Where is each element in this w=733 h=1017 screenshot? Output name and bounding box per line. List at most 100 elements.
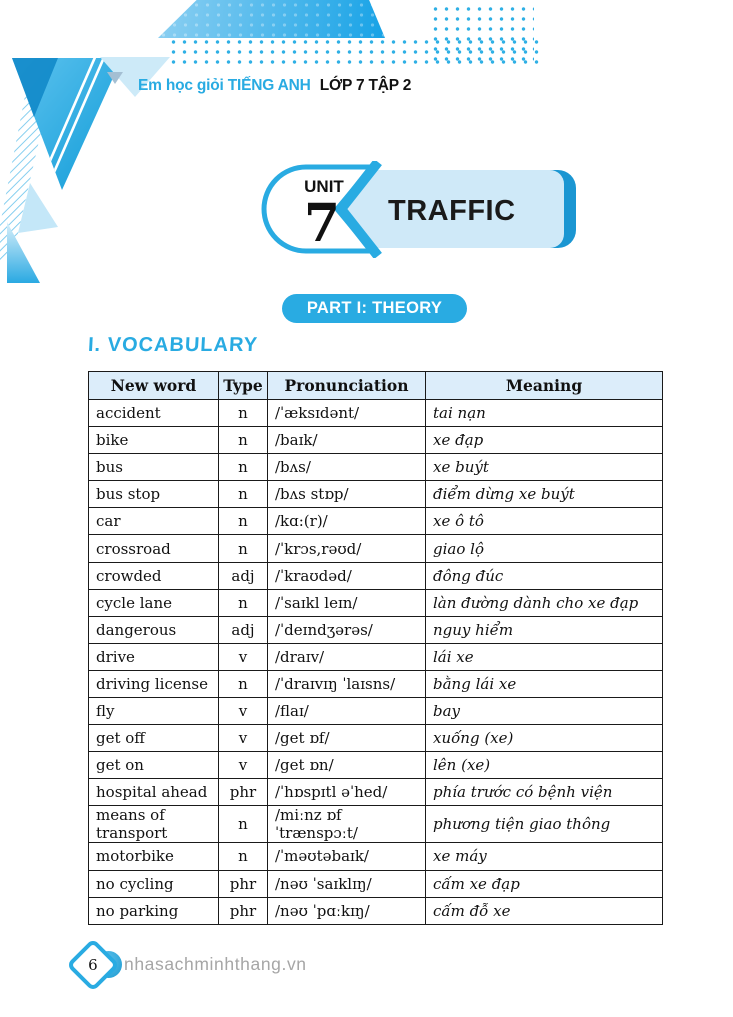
- pronunciation-cell: /ˈhɒspɪtl əˈhed/: [267, 778, 426, 807]
- unit-chevron-icon: [334, 161, 382, 258]
- table-row: accident n/ˈæksɪdənt/tai nạn: [88, 398, 663, 428]
- brand-series: Em học giỏi: [138, 77, 224, 94]
- meaning-cell: cấm xe đạp: [425, 869, 663, 898]
- footer-website: nhasachminhthang.vn: [124, 954, 307, 974]
- new-word-cell: means of transport: [88, 805, 219, 844]
- unit-label: UNIT: [304, 177, 344, 196]
- meaning-cell: xe ô tô: [425, 507, 663, 536]
- meaning-cell: xe buýt: [425, 453, 663, 482]
- type-cell: phr: [218, 869, 268, 898]
- pronunciation-cell: /kɑ:(r)/: [267, 507, 426, 536]
- table-row: bike n/baɪk/xe đạp: [88, 426, 663, 455]
- dot-pattern-band: [168, 37, 540, 64]
- left-triangles-decoration: [0, 57, 170, 283]
- type-cell: n: [218, 453, 268, 482]
- meaning-cell: nguy hiểm: [425, 615, 663, 644]
- new-word-cell: crossroad: [88, 534, 219, 563]
- type-cell: v: [218, 697, 268, 726]
- page-number: 6: [88, 955, 98, 974]
- new-word-cell: hospital ahead: [88, 778, 219, 807]
- pronunciation-cell: /nəʊ ˈpɑːkɪŋ/: [267, 896, 426, 925]
- column-header-pronunciation: Pronunciation: [267, 371, 426, 400]
- table-row: no parking phr/nəʊ ˈpɑːkɪŋ/cấm đỗ xe: [88, 896, 663, 925]
- pronunciation-cell: /ˈsaɪkl leɪn/: [267, 588, 426, 617]
- brand-grade: LỚP 7 TẬP 2: [319, 77, 412, 94]
- new-word-cell: accident: [88, 398, 219, 428]
- meaning-cell: bằng lái xe: [425, 669, 663, 699]
- type-cell: n: [218, 588, 268, 617]
- new-word-cell: driving license: [88, 669, 219, 699]
- meaning-cell: phía trước có bệnh viện: [425, 778, 663, 807]
- meaning-cell: làn đường dành cho xe đạp: [425, 588, 663, 617]
- type-cell: n: [218, 805, 268, 844]
- unit-title: TRAFFIC: [388, 195, 516, 227]
- pronunciation-cell: /get ɒf/: [267, 724, 426, 753]
- meaning-cell: giao lộ: [425, 534, 663, 563]
- table-row: means of transport n/miːnz ɒf ˈtrænspɔːt/…: [88, 805, 663, 844]
- type-cell: n: [218, 398, 268, 428]
- table-row: bus stop n/bʌs stɒp/điểm dừng xe buýt: [88, 480, 663, 509]
- type-cell: adj: [218, 615, 268, 644]
- type-cell: phr: [218, 778, 268, 807]
- section-heading: I. VOCABULARY: [87, 334, 259, 356]
- unit-banner: [344, 170, 564, 248]
- new-word-cell: dangerous: [88, 615, 219, 644]
- pronunciation-cell: /draɪv/: [267, 642, 426, 671]
- meaning-cell: lái xe: [425, 642, 663, 671]
- table-row: get on v/get ɒn/lên (xe): [88, 751, 663, 780]
- meaning-cell: tai nạn: [425, 398, 663, 428]
- meaning-cell: đông đúc: [425, 561, 663, 590]
- new-word-cell: bus stop: [88, 480, 219, 509]
- type-cell: v: [218, 724, 268, 753]
- meaning-cell: xe máy: [425, 842, 663, 871]
- new-word-cell: drive: [88, 642, 219, 671]
- header-parallelogram-decoration: [158, 0, 385, 38]
- column-header-type: Type: [218, 371, 268, 400]
- new-word-cell: bike: [88, 426, 219, 455]
- pronunciation-cell: /ˈməʊtəbaɪk/: [267, 842, 426, 871]
- table-row: driving license n/ˈdraɪvɪŋ ˈlaɪsns/bằng l…: [88, 669, 663, 699]
- new-word-cell: motorbike: [88, 842, 219, 871]
- brand-subject: TIẾNG ANH: [227, 77, 311, 94]
- pronunciation-cell: /bʌs/: [267, 453, 426, 482]
- meaning-cell: bay: [425, 697, 663, 726]
- table-row: drive v/draɪv/lái xe: [88, 642, 663, 671]
- type-cell: n: [218, 507, 268, 536]
- new-word-cell: cycle lane: [88, 588, 219, 617]
- new-word-cell: fly: [88, 697, 219, 726]
- type-cell: n: [218, 534, 268, 563]
- column-header-meaning: Meaning: [425, 371, 663, 400]
- type-cell: adj: [218, 561, 268, 590]
- brand-line: Em học giỏi TIẾNG ANH LỚP 7 TẬP 2: [138, 77, 411, 95]
- pronunciation-cell: /ˈæksɪdənt/: [267, 398, 426, 428]
- pronunciation-cell: /ˈkraʊdəd/: [267, 561, 426, 590]
- table-row: get off v/get ɒf/xuống (xe): [88, 724, 663, 753]
- type-cell: n: [218, 480, 268, 509]
- type-cell: n: [218, 426, 268, 455]
- new-word-cell: get on: [88, 751, 219, 780]
- pronunciation-cell: /ˈdraɪvɪŋ ˈlaɪsns/: [267, 669, 426, 699]
- type-cell: phr: [218, 896, 268, 925]
- meaning-cell: phương tiện giao thông: [425, 805, 663, 844]
- type-cell: v: [218, 642, 268, 671]
- pronunciation-cell: /nəʊ ˈsaɪklɪŋ/: [267, 869, 426, 898]
- pronunciation-cell: /ˈkrɔs,rəʊd/: [267, 534, 426, 563]
- new-word-cell: crowded: [88, 561, 219, 590]
- column-header-new-word: New word: [88, 371, 219, 400]
- table-row: fly v/flaɪ/bay: [88, 697, 663, 726]
- meaning-cell: xe đạp: [425, 426, 663, 455]
- new-word-cell: get off: [88, 724, 219, 753]
- meaning-cell: điểm dừng xe buýt: [425, 480, 663, 509]
- brand-bullet-triangle-icon: [107, 72, 123, 84]
- pronunciation-cell: /get ɒn/: [267, 751, 426, 780]
- meaning-cell: lên (xe): [425, 751, 663, 780]
- type-cell: n: [218, 842, 268, 871]
- new-word-cell: no parking: [88, 896, 219, 925]
- type-cell: v: [218, 751, 268, 780]
- unit-badge: UNIT 7 TRAFFIC: [261, 161, 576, 258]
- table-row: no cycling phr/nəʊ ˈsaɪklɪŋ/cấm xe đạp: [88, 869, 663, 898]
- pronunciation-cell: /miːnz ɒf ˈtrænspɔːt/: [267, 805, 426, 844]
- pronunciation-cell: /flaɪ/: [267, 697, 426, 726]
- table-row: crossroad n/ˈkrɔs,rəʊd/giao lộ: [88, 534, 663, 563]
- new-word-cell: bus: [88, 453, 219, 482]
